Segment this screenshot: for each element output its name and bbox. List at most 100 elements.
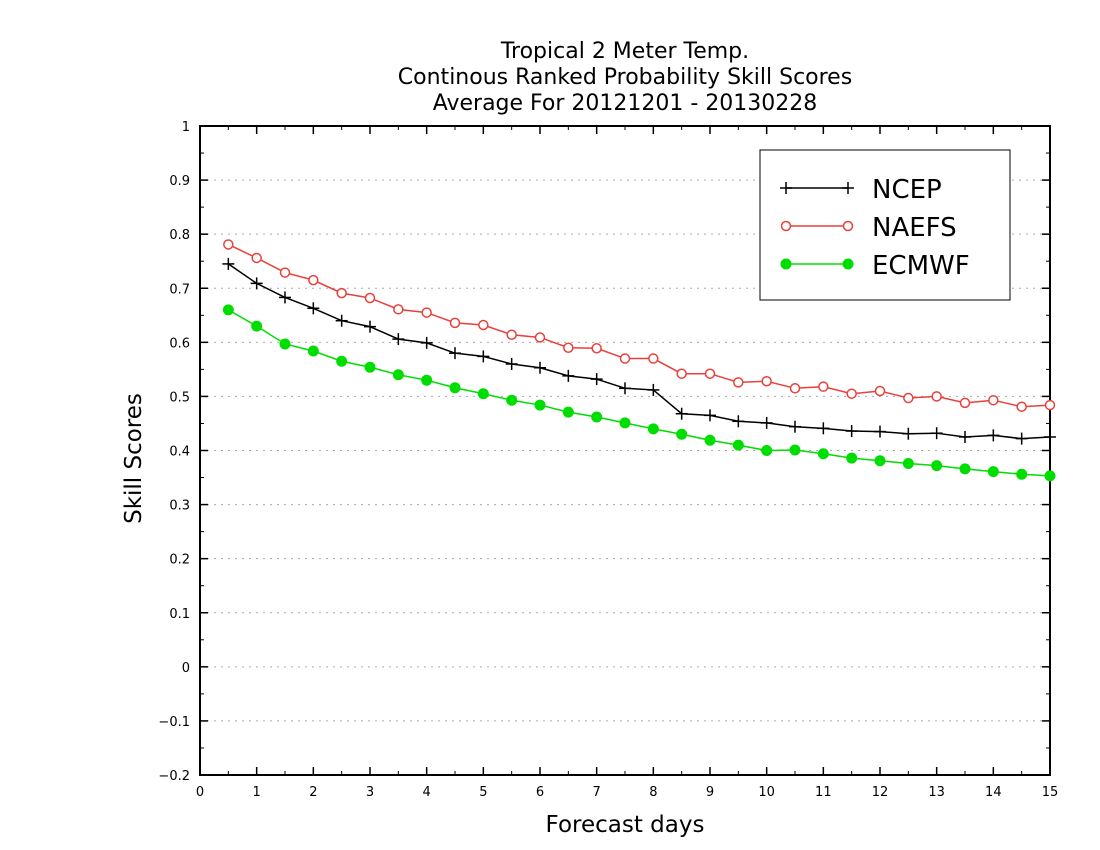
data-point xyxy=(421,374,433,386)
y-tick-label: 0.2 xyxy=(169,553,190,568)
data-point xyxy=(1015,432,1028,445)
data-point xyxy=(251,252,262,264)
data-point xyxy=(619,417,631,429)
data-point xyxy=(817,422,830,435)
data-point xyxy=(223,239,234,250)
data-point xyxy=(307,345,319,357)
data-point xyxy=(987,429,1000,442)
data-point xyxy=(619,353,631,364)
data-point xyxy=(336,355,348,367)
x-tick-label: 9 xyxy=(706,785,714,800)
y-axis: −0.2 −0.1 0 0.1 0.2 0.3 0.4 0.5 0.6 0.7 0.8 0.9 1 xyxy=(158,120,1050,784)
x-axis: 0 1 2 3 4 5 6 7 8 9 10 11 12 13 14 15 xyxy=(196,126,1058,800)
data-point xyxy=(780,220,792,232)
data-point xyxy=(874,385,886,397)
y-tick-label: 1 xyxy=(182,120,190,135)
y-axis-label: Skill Scores xyxy=(121,393,147,524)
legend: NCEP NAEFS ECMWF xyxy=(759,149,1011,301)
data-point xyxy=(1044,430,1056,443)
data-point xyxy=(704,434,716,446)
data-point xyxy=(842,220,854,232)
y-tick-label: 0.3 xyxy=(169,499,190,514)
data-point xyxy=(874,425,886,438)
data-point xyxy=(562,369,575,382)
title-line-2: Continous Ranked Probability Skill Score… xyxy=(398,65,852,90)
series-ncep xyxy=(222,257,1056,445)
data-point xyxy=(902,457,914,469)
x-tick-label: 15 xyxy=(1042,785,1059,800)
data-point xyxy=(647,383,660,396)
x-tick-label: 6 xyxy=(536,785,544,800)
x-tick-label: 10 xyxy=(758,785,775,800)
y-tick-label: 0.4 xyxy=(169,445,190,460)
data-point xyxy=(506,394,518,406)
data-point xyxy=(842,258,854,270)
data-point xyxy=(732,439,744,451)
data-point xyxy=(279,291,291,304)
legend-label: NCEP xyxy=(872,175,942,205)
data-point xyxy=(449,347,461,360)
data-point xyxy=(987,466,999,478)
x-tick-label: 2 xyxy=(309,785,317,800)
data-point xyxy=(591,411,603,423)
data-point xyxy=(704,409,716,422)
data-point xyxy=(818,381,829,392)
data-point xyxy=(250,277,263,290)
data-point xyxy=(676,428,688,440)
y-tick-label: 0 xyxy=(182,661,190,676)
data-point xyxy=(732,415,745,428)
legend-item-naefs: NAEFS xyxy=(780,213,957,243)
data-point xyxy=(733,377,744,388)
data-point xyxy=(478,319,489,331)
data-point xyxy=(477,350,490,363)
x-tick-label: 0 xyxy=(196,785,204,800)
x-tick-label: 8 xyxy=(649,785,657,800)
data-point xyxy=(1016,401,1027,412)
data-point xyxy=(534,399,546,411)
x-tick-label: 11 xyxy=(815,785,832,800)
data-point xyxy=(1016,468,1028,480)
data-point xyxy=(279,338,291,350)
data-point xyxy=(308,274,319,286)
data-point xyxy=(959,463,971,475)
data-point xyxy=(505,357,518,370)
y-tick-label: 0.6 xyxy=(169,336,190,351)
data-point xyxy=(780,182,792,194)
data-point xyxy=(647,423,659,435)
data-point xyxy=(675,407,688,420)
data-point xyxy=(563,342,574,353)
x-tick-label: 4 xyxy=(423,785,431,800)
data-point xyxy=(534,361,546,374)
data-point xyxy=(393,304,404,315)
data-point xyxy=(336,287,347,299)
data-point xyxy=(449,317,461,329)
data-point xyxy=(845,425,858,438)
data-point xyxy=(789,444,801,456)
series-line xyxy=(227,309,1051,477)
data-point xyxy=(842,182,854,194)
data-point xyxy=(222,304,234,316)
data-point xyxy=(780,258,792,270)
data-point xyxy=(789,383,801,394)
data-point xyxy=(1044,470,1056,482)
data-point xyxy=(222,257,235,270)
y-tick-label: −0.2 xyxy=(158,769,190,784)
legend-label: NAEFS xyxy=(872,213,957,243)
data-point xyxy=(846,388,857,399)
legend-item-ncep: NCEP xyxy=(780,175,942,205)
data-point xyxy=(590,373,603,386)
data-point xyxy=(506,329,517,341)
data-point xyxy=(449,382,461,394)
data-point xyxy=(817,448,829,460)
series-ecmwf xyxy=(222,304,1056,482)
data-point xyxy=(931,391,942,402)
x-tick-label: 13 xyxy=(928,785,945,800)
data-point xyxy=(392,369,404,381)
data-point xyxy=(392,333,405,346)
data-point xyxy=(648,353,659,364)
y-tick-label: 0.9 xyxy=(169,174,190,189)
data-point xyxy=(307,302,320,315)
y-tick-label: 0.8 xyxy=(169,228,190,243)
data-point xyxy=(931,460,943,472)
